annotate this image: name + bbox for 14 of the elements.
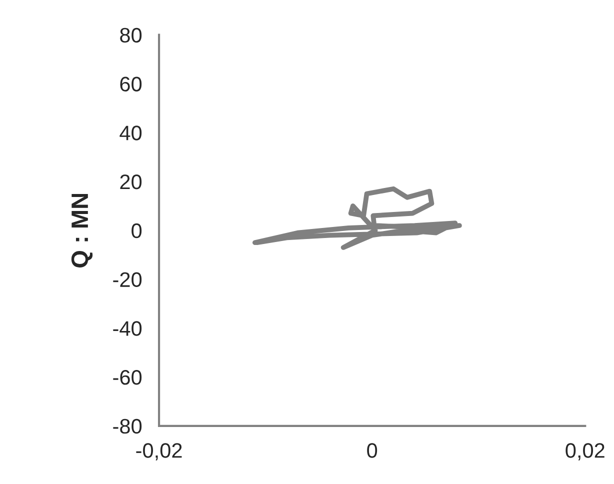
x-tick-label: 0,02 [566,443,604,460]
y-axis-title: Q : MN [71,194,93,268]
y-tick-label: 20 [120,174,142,190]
y-tick-label: -60 [113,370,142,385]
y-tick-label: 80 [120,28,142,43]
y-tick-label: -80 [113,418,142,434]
x-tick-label: 0 [367,443,378,458]
y-tick-label: 0 [132,223,142,238]
line-series [252,186,462,250]
y-tick-label: 60 [120,76,142,92]
x-tick-label: -0,02 [136,443,182,460]
y-tick-label: 40 [120,126,142,140]
y-tick-label: -40 [113,321,142,336]
y-tick-label: -20 [113,272,142,288]
